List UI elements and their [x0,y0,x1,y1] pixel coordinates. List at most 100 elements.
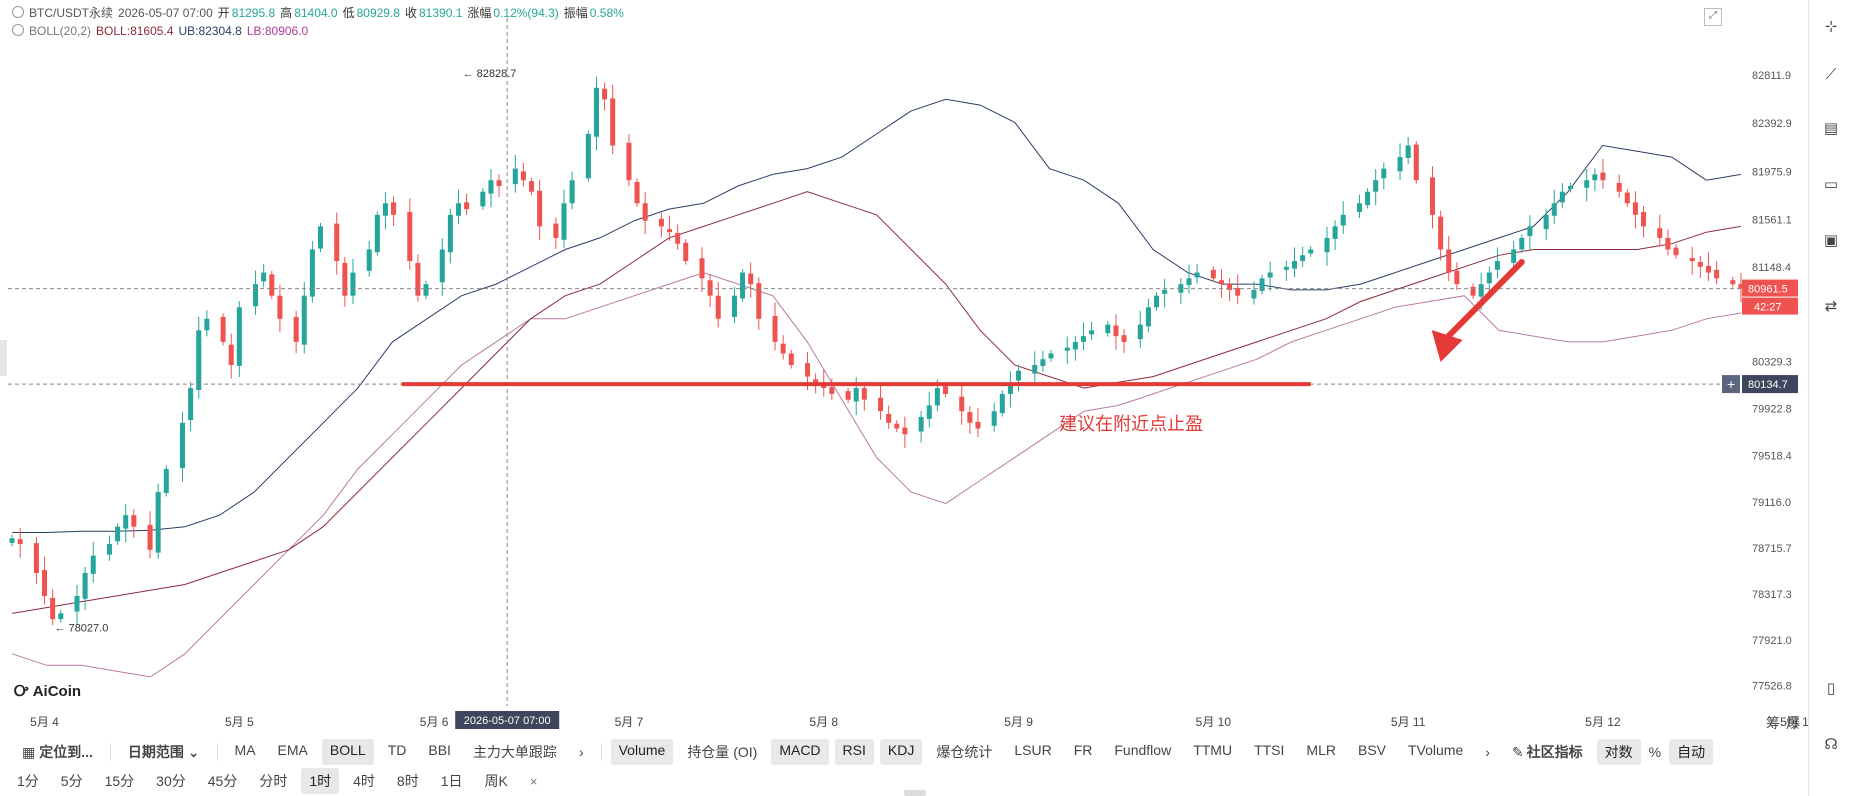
chart-panel-icon[interactable]: ▤ [1823,120,1839,137]
interval-4[interactable]: 45分 [207,773,238,789]
auto-scale-button[interactable]: 自动 [1669,739,1714,765]
candle-body [512,168,518,185]
line-tool-icon[interactable]: ⟋ [1825,65,1837,83]
interval-6[interactable]: 1时 [301,768,340,794]
interval-7[interactable]: 4时 [353,773,375,789]
community-indicators-button[interactable]: ✎ 社区指标 [1504,739,1591,765]
main-indicator-4[interactable]: BBI [428,742,451,758]
candle-body [293,316,299,342]
candle-body [382,203,388,216]
close-value: 81390.1 [419,6,463,20]
candle-body [707,280,713,296]
eye-icon[interactable] [12,6,24,18]
candle-body [999,393,1005,414]
change-label: 涨幅 [467,6,492,20]
candle-body [813,379,819,383]
crosshair-icon[interactable]: ⊹ [1824,18,1838,35]
main-indicator-0[interactable]: MA [234,742,256,758]
candle-body [593,87,599,137]
candle-body [1292,261,1298,269]
candle-body [1730,280,1736,285]
high-value: 81404.0 [294,6,338,20]
candle-body [1016,370,1022,381]
y-tick-label: 81148.4 [1752,262,1791,274]
candle-body [1300,255,1306,262]
sub-indicator-13[interactable]: TVolume [1408,742,1464,758]
percent-scale-button[interactable]: % [1648,744,1662,760]
close-interval-button[interactable]: × [529,773,538,789]
headset-icon[interactable]: ☊ [1824,736,1838,753]
candle-body [115,526,121,542]
candle-body [374,214,380,253]
eye-icon[interactable] [12,24,24,36]
sub-indicator-5[interactable]: 爆仓统计 [936,744,993,760]
sub-indicator-12[interactable]: BSV [1357,742,1386,758]
close-label: 收 [404,6,417,20]
chart-area[interactable]: 82811.9 82392.9 81975.9 81561.1 81148.4 80329… [0,0,1816,736]
candlestick-chart[interactable]: 82811.9 82392.9 81975.9 81561.1 81148.4 80329… [0,0,1816,736]
candle-body [1356,203,1362,213]
boll-mid-value: BOLL:81605.4 [96,24,174,38]
candle-body [1641,212,1647,227]
interval-10[interactable]: 周K [484,773,508,789]
sub-indicator-10[interactable]: TTSI [1254,742,1285,758]
interval-8[interactable]: 8时 [396,773,419,789]
main-indicator-3[interactable]: TD [387,742,407,758]
sub-indicator-1[interactable]: 持仓量 (OI) [687,744,758,760]
sub-indicator-9[interactable]: TTMU [1193,742,1233,758]
candle-body [179,422,186,469]
candle-body [1519,237,1525,250]
resize-grip[interactable] [904,790,926,796]
candle-body [220,316,226,342]
candle-body [1429,177,1436,215]
sub-indicator-8[interactable]: Fundflow [1114,742,1172,758]
indicator-toolbar: ▦ 定位到... 日期范围 ⌄ MA EMA BOLL TD BBI 主力大单跟踪 › Vo… [0,738,1808,766]
interval-0[interactable]: 1分 [17,773,39,789]
expand-icon[interactable]: ⤢ [1704,8,1722,26]
candle-body [1137,324,1143,340]
main-indicator-1[interactable]: EMA [277,742,308,758]
date-range-button[interactable]: 日期范围 ⌄ [120,739,208,765]
candle-body [731,295,737,317]
x-tick-label: 5月 11 [1391,715,1426,729]
candle-body [1673,247,1679,256]
sub-indicator-7[interactable]: FR [1073,742,1093,758]
locate-button[interactable]: ▦ 定位到... [14,739,101,765]
candle-body [1454,270,1460,285]
candle-body [1478,284,1484,297]
date-range-label: 日期范围 [127,744,184,760]
interval-1[interactable]: 5分 [60,773,83,789]
interval-9[interactable]: 1日 [440,773,463,789]
x-tick-label: 5月 7 [615,715,644,729]
log-scale-button[interactable]: 对数 [1596,739,1641,765]
sub-indicator-11[interactable]: MLR [1306,742,1336,758]
exchange-icon[interactable]: ⇄ [1824,298,1838,315]
sub-indicator-4[interactable]: KDJ [879,739,923,765]
candle-body [926,405,932,419]
interval-5[interactable]: 分时 [259,773,288,789]
sub-indicator-0[interactable]: Volume [610,739,674,765]
main-indicator-5[interactable]: 主力大单跟踪 [472,744,557,760]
boll-mid-line [12,191,1741,614]
etf-icon[interactable]: ▭ [1823,176,1839,193]
layout-icon[interactable]: ▯ [1826,680,1836,697]
sub-indicator-3[interactable]: RSI [834,739,874,765]
annotation-text: 建议在附近点止盈 [1059,414,1203,435]
more-main-button[interactable]: › [578,744,584,760]
main-indicator-2[interactable]: BOLL [321,739,374,765]
candle-body [415,262,421,296]
interval-2[interactable]: 15分 [104,773,135,789]
sub-indicator-2[interactable]: MACD [771,739,829,765]
robot-icon[interactable]: ▣ [1823,232,1839,249]
candle-body [1446,249,1452,273]
interval-3[interactable]: 30分 [156,773,186,789]
more-sub-button[interactable]: › [1485,744,1490,760]
countdown-label: 42:27 [1754,302,1782,314]
candle-body [1089,330,1095,335]
candle-body [1738,284,1744,289]
drag-handle[interactable] [0,340,7,376]
candle-body [90,555,96,574]
boll-name: BOLL(20,2) [29,24,92,38]
sub-indicator-6[interactable]: LSUR [1014,742,1052,758]
candle-body [829,387,835,394]
